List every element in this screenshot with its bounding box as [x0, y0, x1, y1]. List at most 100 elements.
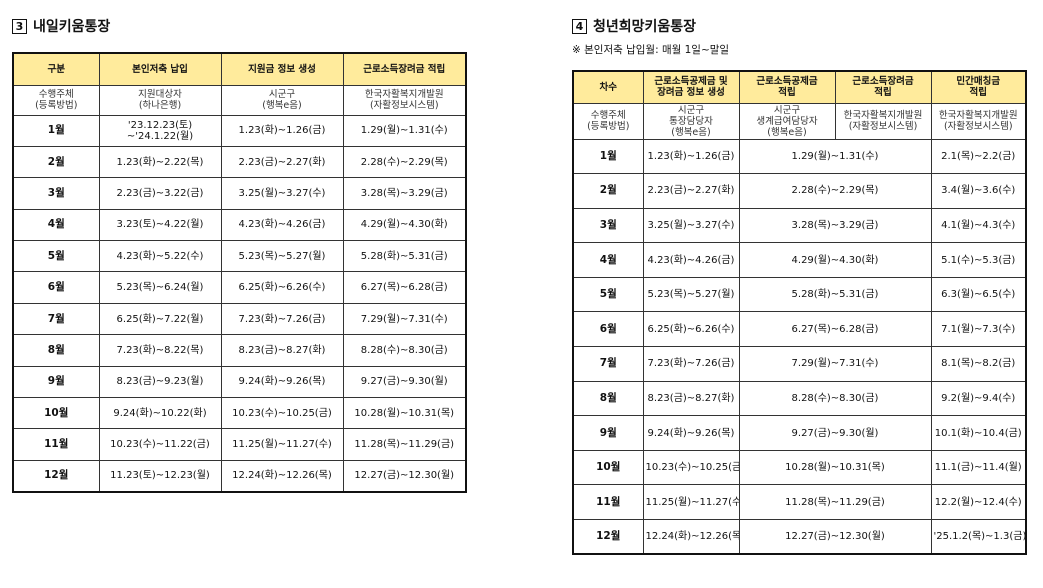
left-table-row: 9월 8.23(금)~9.23(월) 9.24(화)~9.26(목) 9.27(금)~…	[12, 365, 467, 399]
right-date-cell: 12.27(금)~12.30(월)	[738, 519, 932, 555]
right-date-cell: 4.23(화)~4.26(금)	[642, 242, 740, 278]
right-date-cell: 5.1(수)~5.3(금)	[930, 242, 1027, 278]
right-subheader-cell: 시군구 생계급여담당자 (행복e음)	[738, 102, 836, 140]
left-date-cell: 7.29(월)~7.31(수)	[342, 302, 467, 336]
left-date-cell: 8.28(수)~8.30(금)	[342, 334, 467, 367]
left-table-row: 3월 2.23(금)~3.22(금) 3.25(월)~3.27(수) 3.28(목)~…	[12, 177, 467, 210]
left-date-cell: 2.23(금)~3.22(금)	[98, 177, 222, 210]
right-subheader-cell: 수행주체 (등록방법)	[572, 102, 644, 140]
right-table-row: 10월 10.23(수)~10.25(금) 10.28(월)~10.31(목) 11.…	[572, 449, 1027, 486]
right-subheader-cell: 한국자활복지개발원 (자활정보시스템)	[930, 102, 1027, 140]
left-section-number: 3	[12, 18, 27, 34]
left-table-row: 2월 1.23(화)~2.22(목) 2.23(금)~2.27(화) 2.28(수)~…	[12, 145, 467, 179]
right-date-cell: 6.3(월)~6.5(수)	[930, 276, 1027, 313]
right-date-cell: 6.27(목)~6.28(금)	[738, 311, 932, 348]
right-table-row: 2월 2.23(금)~2.27(화) 2.28(수)~2.29(목) 3.4(월)~3…	[572, 173, 1027, 209]
left-date-cell: 3.28(목)~3.29(금)	[342, 177, 467, 210]
left-table-row: 8월 7.23(화)~8.22(목) 8.23(금)~8.27(화) 8.28(수)~…	[12, 334, 467, 367]
left-date-cell: 6.27(목)~6.28(금)	[342, 271, 467, 304]
right-table-row: 5월 5.23(목)~5.27(월) 5.28(화)~5.31(금) 6.3(월)~6…	[572, 276, 1027, 313]
left-table-row: 10월 9.24(화)~10.22(화) 10.23(수)~10.25(금) 10.2…	[12, 397, 467, 430]
right-date-cell: 1.29(월)~1.31(수)	[738, 138, 932, 175]
right-date-cell: 5.28(화)~5.31(금)	[738, 276, 932, 313]
right-date-cell: 11.25(월)~11.27(수)	[642, 484, 740, 521]
right-date-cell: 7.1(월)~7.3(수)	[930, 311, 1027, 348]
right-date-cell: 4.1(월)~4.3(수)	[930, 207, 1027, 244]
right-header-cell: 차수	[572, 70, 644, 104]
right-month-cell: 12월	[572, 519, 644, 555]
left-date-cell: 5.28(화)~5.31(금)	[342, 240, 467, 273]
right-schedule-table: 차수 근로소득공제금 및 장려금 정보 생성 근로소득공제금 적립 근로소득장려금 적…	[572, 70, 1027, 556]
right-header-cell: 근로소득장려금 적립	[834, 70, 932, 104]
left-date-cell: 10.23(수)~10.25(금)	[220, 397, 344, 430]
right-date-cell: 8.23(금)~8.27(화)	[642, 380, 740, 417]
left-month-cell: 12월	[12, 459, 100, 493]
left-date-cell: 1.23(화)~2.22(목)	[98, 145, 222, 179]
right-table-row: 1월 1.23(화)~1.26(금) 1.29(월)~1.31(수) 2.1(목)~2…	[572, 138, 1027, 175]
right-month-cell: 6월	[572, 311, 644, 348]
right-date-cell: 12.2(월)~12.4(수)	[930, 484, 1027, 521]
left-month-cell: 4월	[12, 208, 100, 242]
left-date-cell: 12.27(금)~12.30(월)	[342, 459, 467, 493]
left-date-cell: 10.28(월)~10.31(목)	[342, 397, 467, 430]
right-date-cell: 3.28(목)~3.29(금)	[738, 207, 932, 244]
left-date-cell: 5.23(목)~5.27(월)	[220, 240, 344, 273]
right-month-cell: 8월	[572, 380, 644, 417]
right-date-cell: 7.29(월)~7.31(수)	[738, 346, 932, 382]
right-date-cell: 7.23(화)~7.26(금)	[642, 346, 740, 382]
left-month-cell: 3월	[12, 177, 100, 210]
left-date-cell: 4.23(화)~5.22(수)	[98, 240, 222, 273]
right-section-number: 4	[572, 18, 587, 34]
right-date-cell: 10.28(월)~10.31(목)	[738, 449, 932, 486]
right-month-cell: 7월	[572, 346, 644, 382]
right-table-row: 12월 12.24(화)~12.26(목) 12.27(금)~12.30(월) '25…	[572, 519, 1027, 555]
left-date-cell: 3.25(월)~3.27(수)	[220, 177, 344, 210]
right-month-cell: 1월	[572, 138, 644, 175]
right-date-cell: 5.23(목)~5.27(월)	[642, 276, 740, 313]
left-date-cell: 12.24(화)~12.26(목)	[220, 459, 344, 493]
left-date-cell: 9.24(화)~9.26(목)	[220, 365, 344, 399]
left-table-row: 7월 6.25(화)~7.22(월) 7.23(화)~7.26(금) 7.29(월)~…	[12, 302, 467, 336]
right-date-cell: 9.2(월)~9.4(수)	[930, 380, 1027, 417]
right-header-cell: 민간매칭금 적립	[930, 70, 1027, 104]
left-date-cell: 2.23(금)~2.27(화)	[220, 145, 344, 179]
left-date-cell: 5.23(목)~6.24(월)	[98, 271, 222, 304]
right-subheader-row: 수행주체 (등록방법) 시군구 통장담당자 (행복e음) 시군구 생계급여담당자 (행복e…	[572, 102, 1027, 140]
left-section: 3 내일키움통장	[12, 16, 110, 36]
right-table-row: 3월 3.25(월)~3.27(수) 3.28(목)~3.29(금) 4.1(월)~4…	[572, 207, 1027, 244]
left-date-cell: 11.23(토)~12.23(월)	[98, 459, 222, 493]
right-table-row: 6월 6.25(화)~6.26(수) 6.27(목)~6.28(금) 7.1(월)~7…	[572, 311, 1027, 348]
right-month-cell: 5월	[572, 276, 644, 313]
right-month-cell: 2월	[572, 173, 644, 209]
right-date-cell: 11.28(목)~11.29(금)	[738, 484, 932, 521]
right-date-cell: 2.28(수)~2.29(목)	[738, 173, 932, 209]
left-month-cell: 1월	[12, 114, 100, 147]
right-date-cell: 12.24(화)~12.26(목)	[642, 519, 740, 555]
left-table-row: 11월 10.23(수)~11.22(금) 11.25(월)~11.27(수) 11.…	[12, 428, 467, 461]
left-subheader-cell: 지원대상자 (하나은행)	[98, 84, 222, 116]
left-header-cell: 본인저축 납입	[98, 52, 222, 86]
left-table-row: 6월 5.23(목)~6.24(월) 6.25(화)~6.26(수) 6.27(목)~…	[12, 271, 467, 304]
left-month-cell: 10월	[12, 397, 100, 430]
right-date-cell: 9.27(금)~9.30(월)	[738, 415, 932, 451]
right-date-cell: 2.23(금)~2.27(화)	[642, 173, 740, 209]
left-header-row: 구분 본인저축 납입 지원금 정보 생성 근로소득장려금 적립	[12, 52, 467, 86]
right-date-cell: 3.25(월)~3.27(수)	[642, 207, 740, 244]
right-date-cell: 10.1(화)~10.4(금)	[930, 415, 1027, 451]
right-date-cell: 2.1(목)~2.2(금)	[930, 138, 1027, 175]
left-section-title: 3 내일키움통장	[12, 16, 110, 36]
right-table-row: 8월 8.23(금)~8.27(화) 8.28(수)~8.30(금) 9.2(월)~9…	[572, 380, 1027, 417]
right-date-cell: 3.4(월)~3.6(수)	[930, 173, 1027, 209]
right-header-cell: 근로소득공제금 적립	[738, 70, 836, 104]
right-subheader-cell: 시군구 통장담당자 (행복e음)	[642, 102, 740, 140]
right-month-cell: 9월	[572, 415, 644, 451]
left-date-cell: 1.23(화)~1.26(금)	[220, 114, 344, 147]
right-section: 4 청년희망키움통장 ※ 본인저축 납입월: 매월 1일~말일	[572, 16, 729, 56]
left-header-cell: 근로소득장려금 적립	[342, 52, 467, 86]
left-table-row: 4월 3.23(토)~4.22(월) 4.23(화)~4.26(금) 4.29(월)~…	[12, 208, 467, 242]
right-subheader-cell: 한국자활복지개발원 (자활정보시스템)	[834, 102, 932, 140]
left-date-cell: 4.23(화)~4.26(금)	[220, 208, 344, 242]
right-table-row: 11월 11.25(월)~11.27(수) 11.28(목)~11.29(금) 12.…	[572, 484, 1027, 521]
right-table-row: 4월 4.23(화)~4.26(금) 4.29(월)~4.30(화) 5.1(수)~5…	[572, 242, 1027, 278]
left-date-cell: 11.28(목)~11.29(금)	[342, 428, 467, 461]
